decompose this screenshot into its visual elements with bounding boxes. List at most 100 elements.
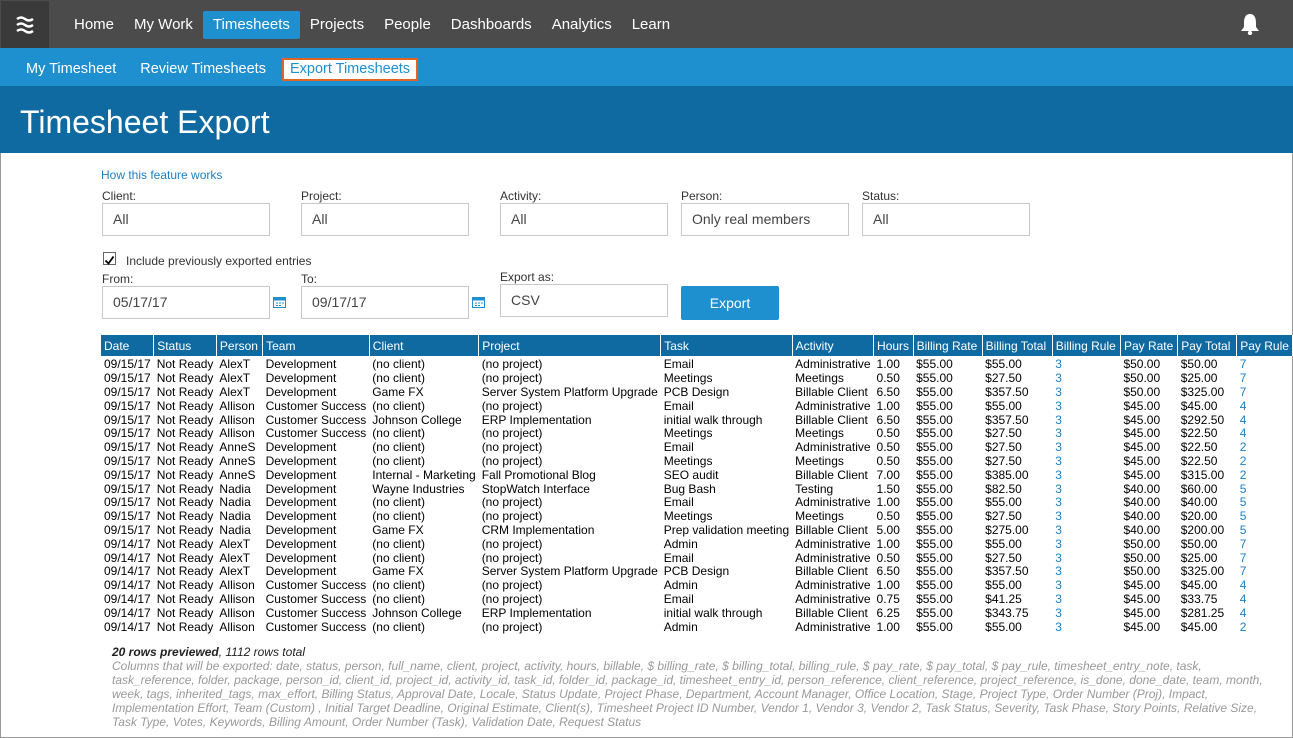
rule-link[interactable]: 4 [1239, 413, 1247, 427]
table-cell: 0.50 [876, 371, 900, 386]
filter-select[interactable]: All [301, 203, 469, 236]
rule-link[interactable]: 3 [1055, 578, 1062, 593]
table-cell: Nadia [219, 509, 251, 524]
export-as-select[interactable]: CSV [500, 284, 668, 317]
checkbox[interactable] [103, 252, 116, 265]
table-cell: 09/14/17 [104, 592, 151, 606]
rule-link[interactable]: 5 [1239, 482, 1247, 496]
rule-link[interactable]: 3 [1055, 523, 1062, 537]
filter-select[interactable]: All [500, 203, 668, 236]
rule-link[interactable]: 4 [1239, 426, 1247, 441]
rule-link[interactable]: 2 [1239, 620, 1247, 634]
rule-link[interactable]: 3 [1055, 551, 1062, 565]
nav-item[interactable]: My Work [134, 16, 193, 33]
table-cell: Admin [663, 578, 698, 593]
rule-link[interactable]: 3 [1055, 426, 1062, 441]
table-cell: (no project) [481, 454, 543, 468]
table-cell: Not Ready [156, 620, 214, 634]
notifications-bell[interactable] [1240, 13, 1260, 35]
table-cell: (no project) [481, 357, 543, 372]
rule-link[interactable]: 7 [1239, 357, 1247, 372]
sub-nav-item[interactable]: My Timesheet [26, 61, 117, 77]
rule-link[interactable]: 4 [1239, 592, 1247, 606]
rule-link[interactable]: 3 [1055, 413, 1062, 427]
filter-label: Client: [102, 189, 137, 203]
filter-select[interactable]: All [102, 203, 270, 236]
rule-link[interactable]: 2 [1239, 468, 1247, 482]
filter-select[interactable]: All [862, 203, 1030, 236]
rule-link[interactable]: 3 [1055, 495, 1062, 510]
nav-item[interactable]: Dashboards [450, 16, 532, 33]
rule-link[interactable]: 3 [1055, 399, 1062, 413]
rule-link[interactable]: 7 [1239, 385, 1247, 399]
rule-link[interactable]: 4 [1239, 606, 1247, 620]
rule-link[interactable]: 3 [1055, 537, 1062, 551]
rule-link[interactable]: 3 [1055, 357, 1062, 372]
logo[interactable] [1, 1, 49, 48]
table-cell: $55.00 [916, 495, 953, 510]
rule-link[interactable]: 4 [1239, 399, 1247, 413]
table-cell: (no client) [372, 551, 425, 565]
rule-link[interactable]: 3 [1055, 564, 1062, 579]
nav-item[interactable]: Home [74, 16, 115, 33]
nav-item[interactable]: Analytics [551, 16, 612, 33]
calendar-icon[interactable] [273, 296, 286, 308]
sub-nav-item[interactable]: Export Timesheets [281, 58, 419, 81]
table-cell: Not Ready [156, 426, 214, 441]
sub-nav-item[interactable]: Review Timesheets [140, 61, 266, 77]
table-cell: 0.50 [876, 426, 900, 441]
table-cell: (no client) [372, 357, 425, 372]
rule-link[interactable]: 7 [1239, 551, 1247, 565]
column-header: Billing Rate [913, 335, 983, 356]
rule-link[interactable]: 3 [1055, 468, 1062, 482]
table-cell: Customer Success [265, 606, 367, 620]
rule-link[interactable]: 3 [1055, 371, 1062, 386]
rule-link[interactable]: 2 [1239, 454, 1247, 468]
table-row: 09/15/17 Not Ready AnneS Development Interna… [101, 468, 1293, 482]
table-cell: 09/15/17 [104, 454, 151, 468]
column-header: Billing Total [982, 335, 1053, 356]
rule-link[interactable]: 3 [1055, 592, 1062, 606]
rule-link[interactable]: 3 [1055, 509, 1062, 524]
rule-link[interactable]: 7 [1239, 564, 1247, 579]
table-row: 09/15/17 Not Ready Nadia Development (no cli… [101, 510, 1293, 524]
column-header: Hours [873, 335, 914, 356]
rule-link[interactable]: 5 [1239, 523, 1247, 537]
help-link[interactable]: How this feature works [101, 168, 223, 182]
nav-item[interactable]: Timesheets [202, 11, 300, 39]
column-header: Pay Total [1177, 335, 1238, 356]
nav-item[interactable]: Learn [631, 16, 671, 33]
rule-link[interactable]: 2 [1239, 440, 1247, 455]
table-row: 09/14/17 Not Ready AlexT Development (no cli… [101, 551, 1293, 565]
table-cell: $40.00 [1123, 509, 1161, 524]
rule-link[interactable]: 3 [1055, 385, 1062, 399]
rule-link[interactable]: 5 [1239, 495, 1247, 510]
table-cell: Email [663, 551, 694, 565]
rule-link[interactable]: 3 [1055, 454, 1062, 468]
rule-link[interactable]: 5 [1239, 509, 1247, 524]
rule-link[interactable]: 3 [1055, 620, 1062, 634]
to-input[interactable]: 09/17/17 [301, 286, 469, 319]
table-cell: Customer Success [265, 399, 367, 413]
table-cell: Not Ready [156, 468, 214, 482]
nav-item[interactable]: Projects [309, 16, 365, 33]
rule-link[interactable]: 7 [1239, 371, 1247, 386]
table-cell: Meetings [795, 454, 844, 468]
table-cell: $41.25 [985, 592, 1022, 606]
export-button[interactable]: Export [681, 286, 779, 320]
table-cell: Billable Client [795, 468, 868, 482]
rows-previewed: 20 rows previewed [112, 645, 219, 659]
calendar-icon[interactable] [472, 296, 485, 308]
filter-select[interactable]: Only real members [681, 203, 849, 236]
rule-link[interactable]: 3 [1055, 482, 1062, 496]
rule-link[interactable]: 4 [1239, 578, 1247, 593]
rule-link[interactable]: 7 [1239, 537, 1247, 551]
footer: 20 rows previewed, 1112 rows total Column… [112, 645, 1272, 729]
table-cell: 0.50 [876, 440, 900, 455]
rule-link[interactable]: 3 [1055, 440, 1062, 455]
rule-link[interactable]: 3 [1055, 606, 1062, 620]
from-input[interactable]: 05/17/17 [102, 286, 270, 319]
table-cell: (no project) [481, 509, 543, 524]
nav-item[interactable]: People [384, 16, 431, 33]
table-cell: (no project) [481, 592, 543, 606]
